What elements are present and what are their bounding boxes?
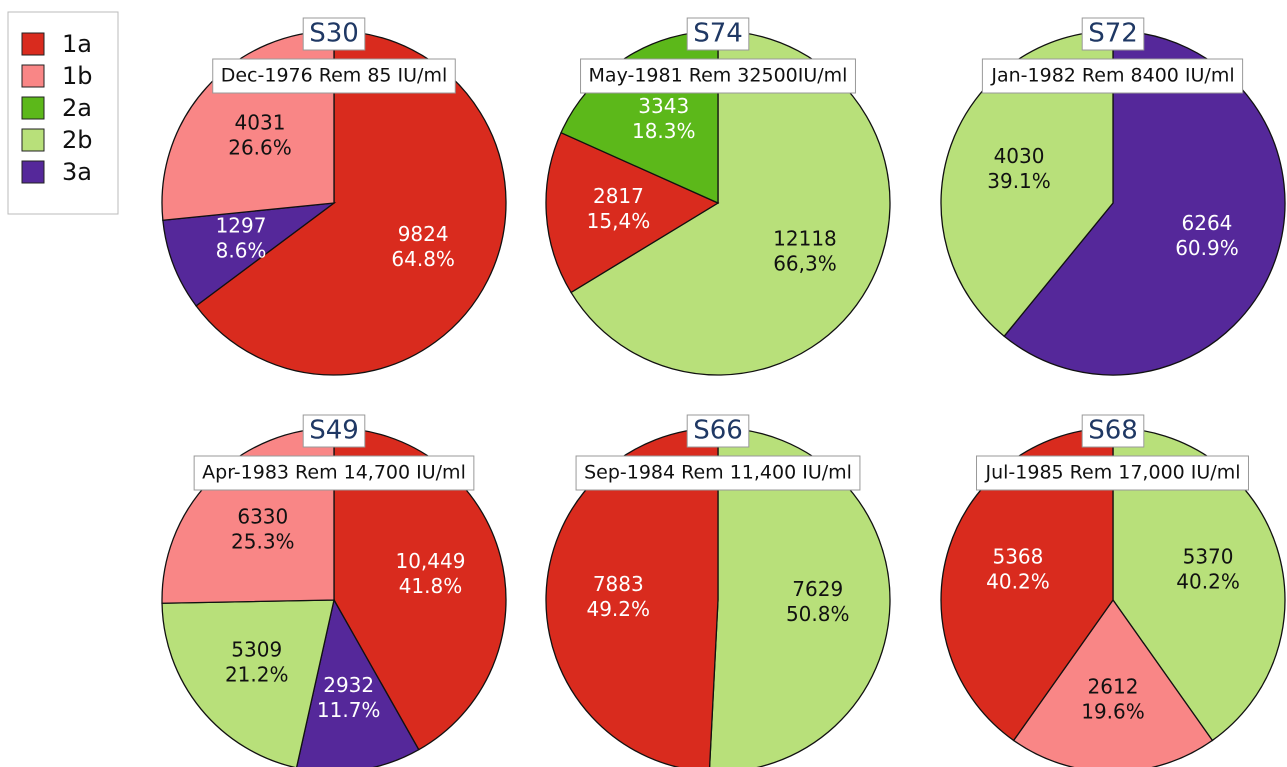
value-label: 7629: [792, 577, 843, 601]
value-label: 9824: [398, 222, 449, 246]
percent-label: 60.9%: [1175, 236, 1239, 260]
pie-slice: [296, 598, 420, 767]
title-box: [686, 414, 750, 448]
percent-label: 40.2%: [1176, 569, 1240, 593]
value-label: 5370: [1183, 544, 1234, 568]
pie: [940, 30, 1286, 376]
pie-slice: [1003, 30, 1286, 376]
legend-swatch: [21, 96, 45, 120]
pie-slice: [161, 599, 335, 767]
percent-label: 18.3%: [632, 119, 696, 143]
percent-label: 15,4%: [587, 209, 651, 233]
value-label: 7883: [593, 572, 644, 596]
chart-title: S74: [693, 19, 743, 49]
subtitle-box: [193, 455, 475, 491]
subtitle-box: [976, 455, 1249, 491]
value-label: 4030: [994, 144, 1045, 168]
percent-label: 39.1%: [987, 169, 1051, 193]
title-box: [302, 414, 366, 448]
subtitle: Apr-1983 Rem 14,700 IU/ml: [202, 462, 466, 484]
pie: [545, 427, 891, 767]
value-label: 3343: [638, 94, 689, 118]
percent-label: 25.3%: [231, 530, 295, 554]
value-label: 12118: [773, 226, 837, 250]
value-label: 6264: [1182, 211, 1233, 235]
legend-label: 1b: [62, 62, 93, 90]
value-label: 5368: [992, 544, 1043, 568]
value-label: 2817: [593, 184, 644, 208]
percent-label: 26.6%: [228, 136, 292, 160]
value-label: 2612: [1088, 674, 1139, 698]
subtitle: Jan-1982 Rem 8400 IU/ml: [990, 65, 1234, 87]
value-label: 2932: [323, 673, 374, 697]
title-box: [302, 17, 366, 51]
pie-slice: [1112, 427, 1286, 742]
value-label: 5309: [231, 638, 282, 662]
value-label: 1297: [216, 214, 267, 238]
subtitle-box: [981, 58, 1244, 94]
title-box: [686, 17, 750, 51]
legend-label: 3a: [62, 158, 92, 186]
percent-label: 11.7%: [317, 698, 381, 722]
chart-title: S68: [1088, 416, 1138, 446]
subtitle: Jul-1985 Rem 17,000 IU/ml: [985, 462, 1241, 484]
subtitle: May-1981 Rem 32500IU/ml: [589, 65, 848, 87]
chart-title: S30: [309, 19, 359, 49]
percent-label: 21.2%: [225, 663, 289, 687]
percent-label: 66,3%: [773, 251, 837, 275]
subtitle-box: [580, 58, 856, 94]
pie-slice: [708, 427, 891, 767]
legend-label: 2b: [62, 126, 93, 154]
pie-slice: [333, 427, 507, 751]
subtitle-box: [575, 455, 861, 491]
legend-swatch: [21, 64, 45, 88]
pie-slice: [545, 427, 719, 767]
subtitle: Sep-1984 Rem 11,400 IU/ml: [584, 462, 852, 484]
title-box: [1081, 17, 1145, 51]
legend-label: 1a: [62, 30, 92, 58]
pie-slice: [1012, 598, 1214, 767]
percent-label: 8.6%: [216, 239, 267, 263]
title-box: [1081, 414, 1145, 448]
legend-swatch: [21, 128, 45, 152]
percent-label: 50.8%: [786, 602, 850, 626]
percent-label: 19.6%: [1081, 699, 1145, 723]
pie-slice: [940, 30, 1114, 338]
value-label: 6330: [237, 505, 288, 529]
pie: [940, 427, 1286, 767]
pie-slice: [940, 427, 1114, 742]
legend-swatch: [21, 160, 45, 184]
percent-label: 41.8%: [399, 574, 463, 598]
legend-label: 2a: [62, 94, 92, 122]
percent-label: 40.2%: [986, 569, 1050, 593]
chart-title: S49: [309, 416, 359, 446]
percent-label: 64.8%: [391, 247, 455, 271]
legend-swatch: [21, 32, 45, 56]
subtitle: Dec-1976 Rem 85 IU/ml: [221, 65, 448, 87]
value-label: 10,449: [395, 549, 465, 573]
pie-slice: [162, 202, 337, 307]
pie-slice: [545, 131, 720, 294]
chart-title: S72: [1088, 19, 1138, 49]
percent-label: 49.2%: [586, 597, 650, 621]
value-label: 4031: [235, 111, 286, 135]
subtitle-box: [212, 58, 456, 94]
chart-title: S66: [693, 416, 743, 446]
